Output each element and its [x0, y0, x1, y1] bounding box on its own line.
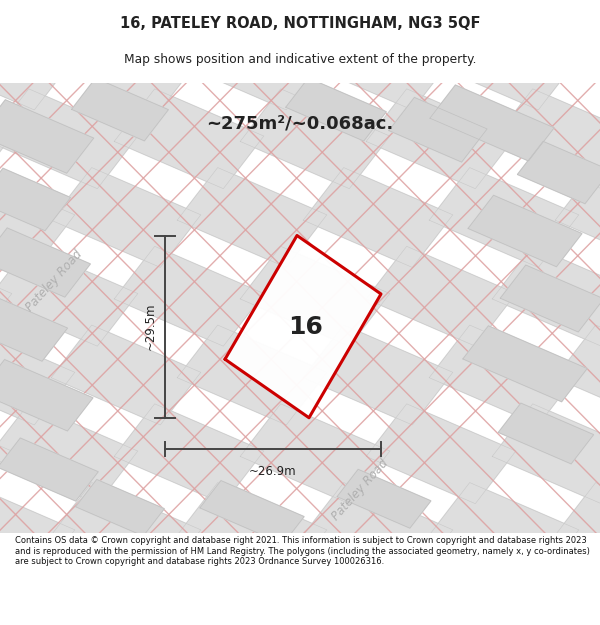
- Polygon shape: [0, 246, 138, 346]
- Polygon shape: [303, 325, 453, 425]
- Polygon shape: [0, 168, 71, 231]
- Polygon shape: [51, 10, 201, 110]
- Polygon shape: [0, 168, 75, 268]
- Polygon shape: [76, 479, 164, 536]
- Polygon shape: [366, 246, 516, 346]
- Polygon shape: [0, 100, 94, 173]
- Polygon shape: [303, 482, 453, 582]
- Polygon shape: [303, 168, 453, 268]
- Polygon shape: [429, 325, 579, 425]
- Polygon shape: [0, 561, 12, 625]
- Polygon shape: [555, 168, 600, 268]
- Polygon shape: [240, 246, 390, 346]
- Polygon shape: [0, 0, 138, 31]
- Polygon shape: [240, 89, 390, 189]
- Text: Pateley Road: Pateley Road: [329, 456, 391, 523]
- Text: Pateley Road: Pateley Road: [23, 248, 85, 314]
- Polygon shape: [114, 0, 264, 31]
- Polygon shape: [429, 10, 579, 110]
- Polygon shape: [0, 89, 138, 189]
- Polygon shape: [114, 561, 264, 625]
- Polygon shape: [0, 359, 93, 431]
- Polygon shape: [51, 482, 201, 582]
- Polygon shape: [555, 482, 600, 582]
- Polygon shape: [177, 168, 327, 268]
- Polygon shape: [430, 85, 554, 161]
- Polygon shape: [114, 404, 264, 504]
- Text: ~29.5m: ~29.5m: [143, 303, 157, 351]
- Polygon shape: [500, 265, 600, 332]
- Polygon shape: [366, 561, 516, 625]
- Polygon shape: [0, 482, 75, 582]
- Polygon shape: [492, 561, 600, 625]
- Polygon shape: [492, 404, 600, 504]
- Polygon shape: [492, 89, 600, 189]
- Text: Contains OS data © Crown copyright and database right 2021. This information is : Contains OS data © Crown copyright and d…: [15, 536, 590, 566]
- Polygon shape: [0, 246, 12, 346]
- Polygon shape: [0, 438, 98, 501]
- Polygon shape: [337, 469, 431, 528]
- Polygon shape: [177, 10, 327, 110]
- Polygon shape: [71, 78, 169, 141]
- Polygon shape: [200, 481, 304, 544]
- Polygon shape: [0, 299, 68, 361]
- Polygon shape: [51, 325, 201, 425]
- Polygon shape: [366, 89, 516, 189]
- Polygon shape: [366, 0, 516, 31]
- Polygon shape: [0, 89, 12, 189]
- Polygon shape: [114, 89, 264, 189]
- Text: ~275m²/~0.068ac.: ~275m²/~0.068ac.: [206, 114, 394, 132]
- Text: 16: 16: [289, 314, 323, 339]
- Polygon shape: [0, 404, 12, 504]
- Polygon shape: [555, 10, 600, 110]
- Polygon shape: [463, 326, 587, 402]
- Polygon shape: [303, 10, 453, 110]
- Polygon shape: [225, 236, 381, 418]
- Polygon shape: [555, 325, 600, 425]
- Polygon shape: [240, 0, 390, 31]
- Polygon shape: [0, 404, 138, 504]
- Polygon shape: [51, 168, 201, 268]
- Polygon shape: [389, 98, 487, 162]
- Polygon shape: [0, 10, 75, 110]
- Polygon shape: [240, 561, 390, 625]
- Polygon shape: [177, 325, 327, 425]
- Polygon shape: [177, 482, 327, 582]
- Polygon shape: [492, 0, 600, 31]
- Text: ~26.9m: ~26.9m: [249, 465, 297, 478]
- Polygon shape: [517, 141, 600, 204]
- Polygon shape: [366, 404, 516, 504]
- Polygon shape: [429, 482, 579, 582]
- Text: 16, PATELEY ROAD, NOTTINGHAM, NG3 5QF: 16, PATELEY ROAD, NOTTINGHAM, NG3 5QF: [120, 16, 480, 31]
- Polygon shape: [114, 246, 264, 346]
- Polygon shape: [0, 561, 138, 625]
- Polygon shape: [499, 403, 593, 464]
- Polygon shape: [240, 404, 390, 504]
- Text: Map shows position and indicative extent of the property.: Map shows position and indicative extent…: [124, 53, 476, 66]
- Polygon shape: [0, 325, 75, 425]
- Polygon shape: [0, 228, 91, 297]
- Polygon shape: [286, 78, 386, 141]
- Polygon shape: [429, 168, 579, 268]
- Polygon shape: [492, 246, 600, 346]
- Polygon shape: [0, 0, 12, 31]
- Polygon shape: [468, 195, 582, 267]
